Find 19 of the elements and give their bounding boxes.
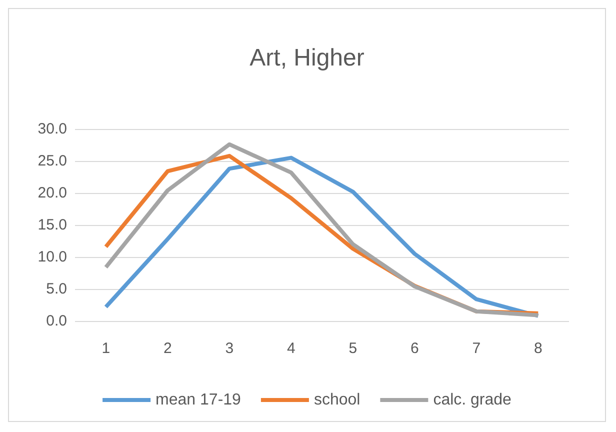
y-tick-label: 20.0 bbox=[38, 184, 67, 202]
x-tick-label: 2 bbox=[163, 340, 172, 357]
legend-label: calc. grade bbox=[433, 392, 512, 408]
legend-label: mean 17-19 bbox=[156, 392, 242, 408]
y-tick-label: 10.0 bbox=[38, 248, 67, 266]
x-tick-label: 7 bbox=[472, 340, 481, 357]
y-tick-label: 15.0 bbox=[38, 216, 67, 234]
x-tick-label: 5 bbox=[348, 340, 358, 357]
x-tick-label: 4 bbox=[286, 340, 296, 357]
legend-label: school bbox=[314, 392, 360, 408]
y-tick-label: 0.0 bbox=[46, 312, 67, 330]
x-tick-label: 8 bbox=[534, 340, 542, 357]
y-tick-label: 5.0 bbox=[46, 280, 67, 298]
x-tick-label: 1 bbox=[102, 340, 110, 357]
y-tick-label: 30.0 bbox=[38, 120, 67, 138]
chart-title: Art, Higher bbox=[250, 44, 364, 72]
x-tick-label: 6 bbox=[410, 340, 419, 357]
y-tick-label: 25.0 bbox=[38, 152, 67, 170]
x-tick-label: 3 bbox=[225, 340, 234, 357]
